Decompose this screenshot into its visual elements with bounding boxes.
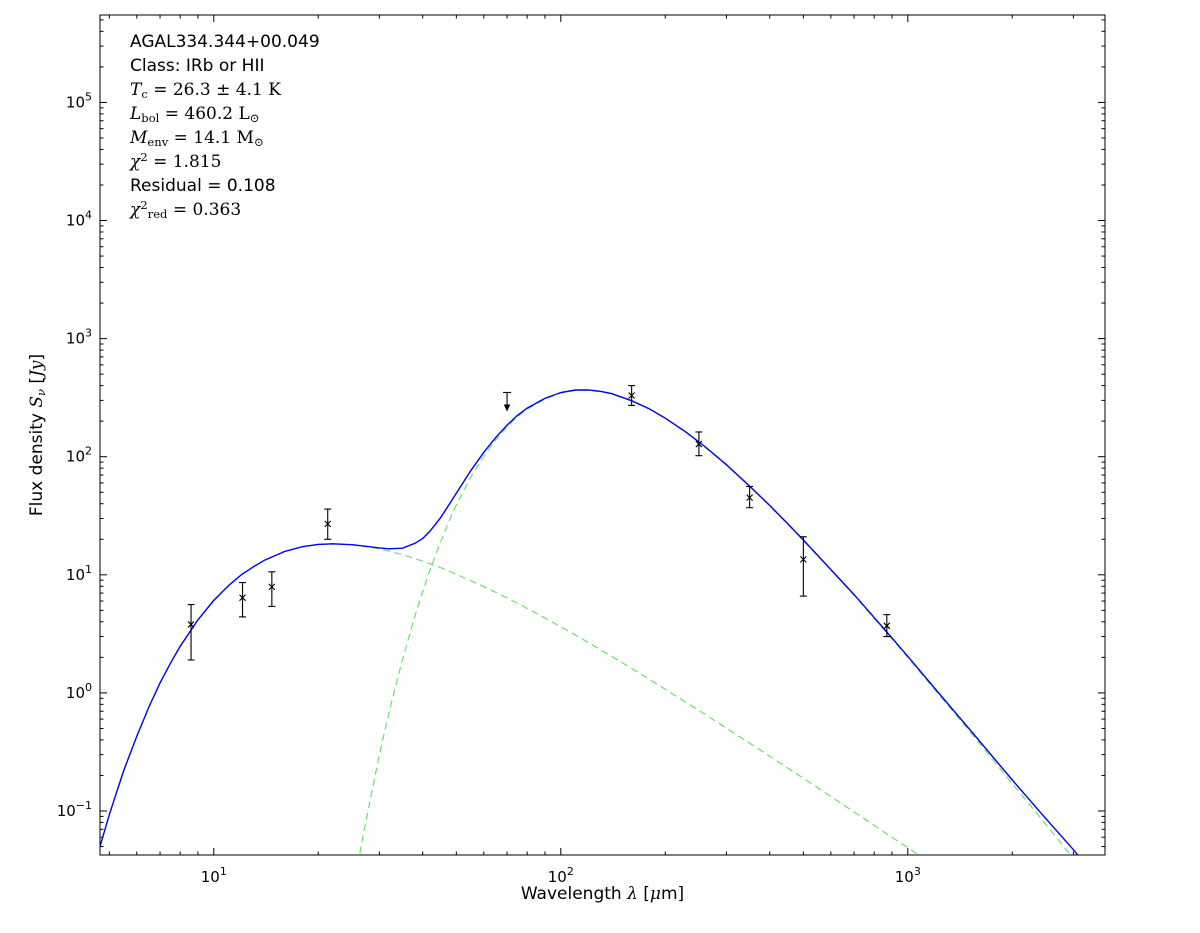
tick-label: 102: [66, 445, 92, 466]
tick-label: 101: [66, 563, 92, 584]
tick-label: 100: [66, 681, 92, 702]
warm-component-curve: [100, 543, 920, 855]
axis-ticks: [100, 15, 1105, 855]
annotation-line: χ2red = 0.363: [130, 197, 242, 222]
annotation-line: Class: IRb or HII: [130, 56, 265, 76]
tick-label: 103: [895, 865, 921, 886]
plot-border: [99, 14, 1106, 856]
cold-component-curve: [358, 389, 1072, 855]
model-curves: [100, 389, 1079, 855]
annotation-line: χ2 = 1.815: [130, 149, 222, 172]
y-axis-label: Flux density Sν [Jy]: [27, 353, 49, 517]
tick-label: 101: [201, 865, 227, 886]
annotation-line: AGAL334.344+00.049: [130, 32, 320, 52]
annotation-line: Residual = 0.108: [130, 176, 276, 196]
annotation-block: AGAL334.344+00.049 Class: IRb or HII Tc = …: [130, 30, 320, 222]
annotation-line: Lbol = 460.2 L⊙: [130, 104, 260, 126]
tick-label: 102: [548, 865, 574, 886]
tick-label: 103: [66, 327, 92, 348]
annotation-line: Menv = 14.1 M⊙: [130, 128, 264, 150]
tick-label: 105: [66, 90, 92, 111]
photometry-points: [187, 385, 891, 661]
tick-label: 104: [66, 209, 92, 230]
annotation-line: Tc = 26.3 ± 4.1 K: [130, 80, 281, 102]
tick-labels: 101 102 103 10−1 100 101 102 103 104 105: [57, 90, 921, 886]
tick-label: 10−1: [57, 799, 92, 820]
total-model-curve: [100, 389, 1079, 855]
x-axis-label: Wavelength λ [μm]: [520, 884, 685, 904]
upper-limit-arrowhead: [503, 404, 511, 412]
